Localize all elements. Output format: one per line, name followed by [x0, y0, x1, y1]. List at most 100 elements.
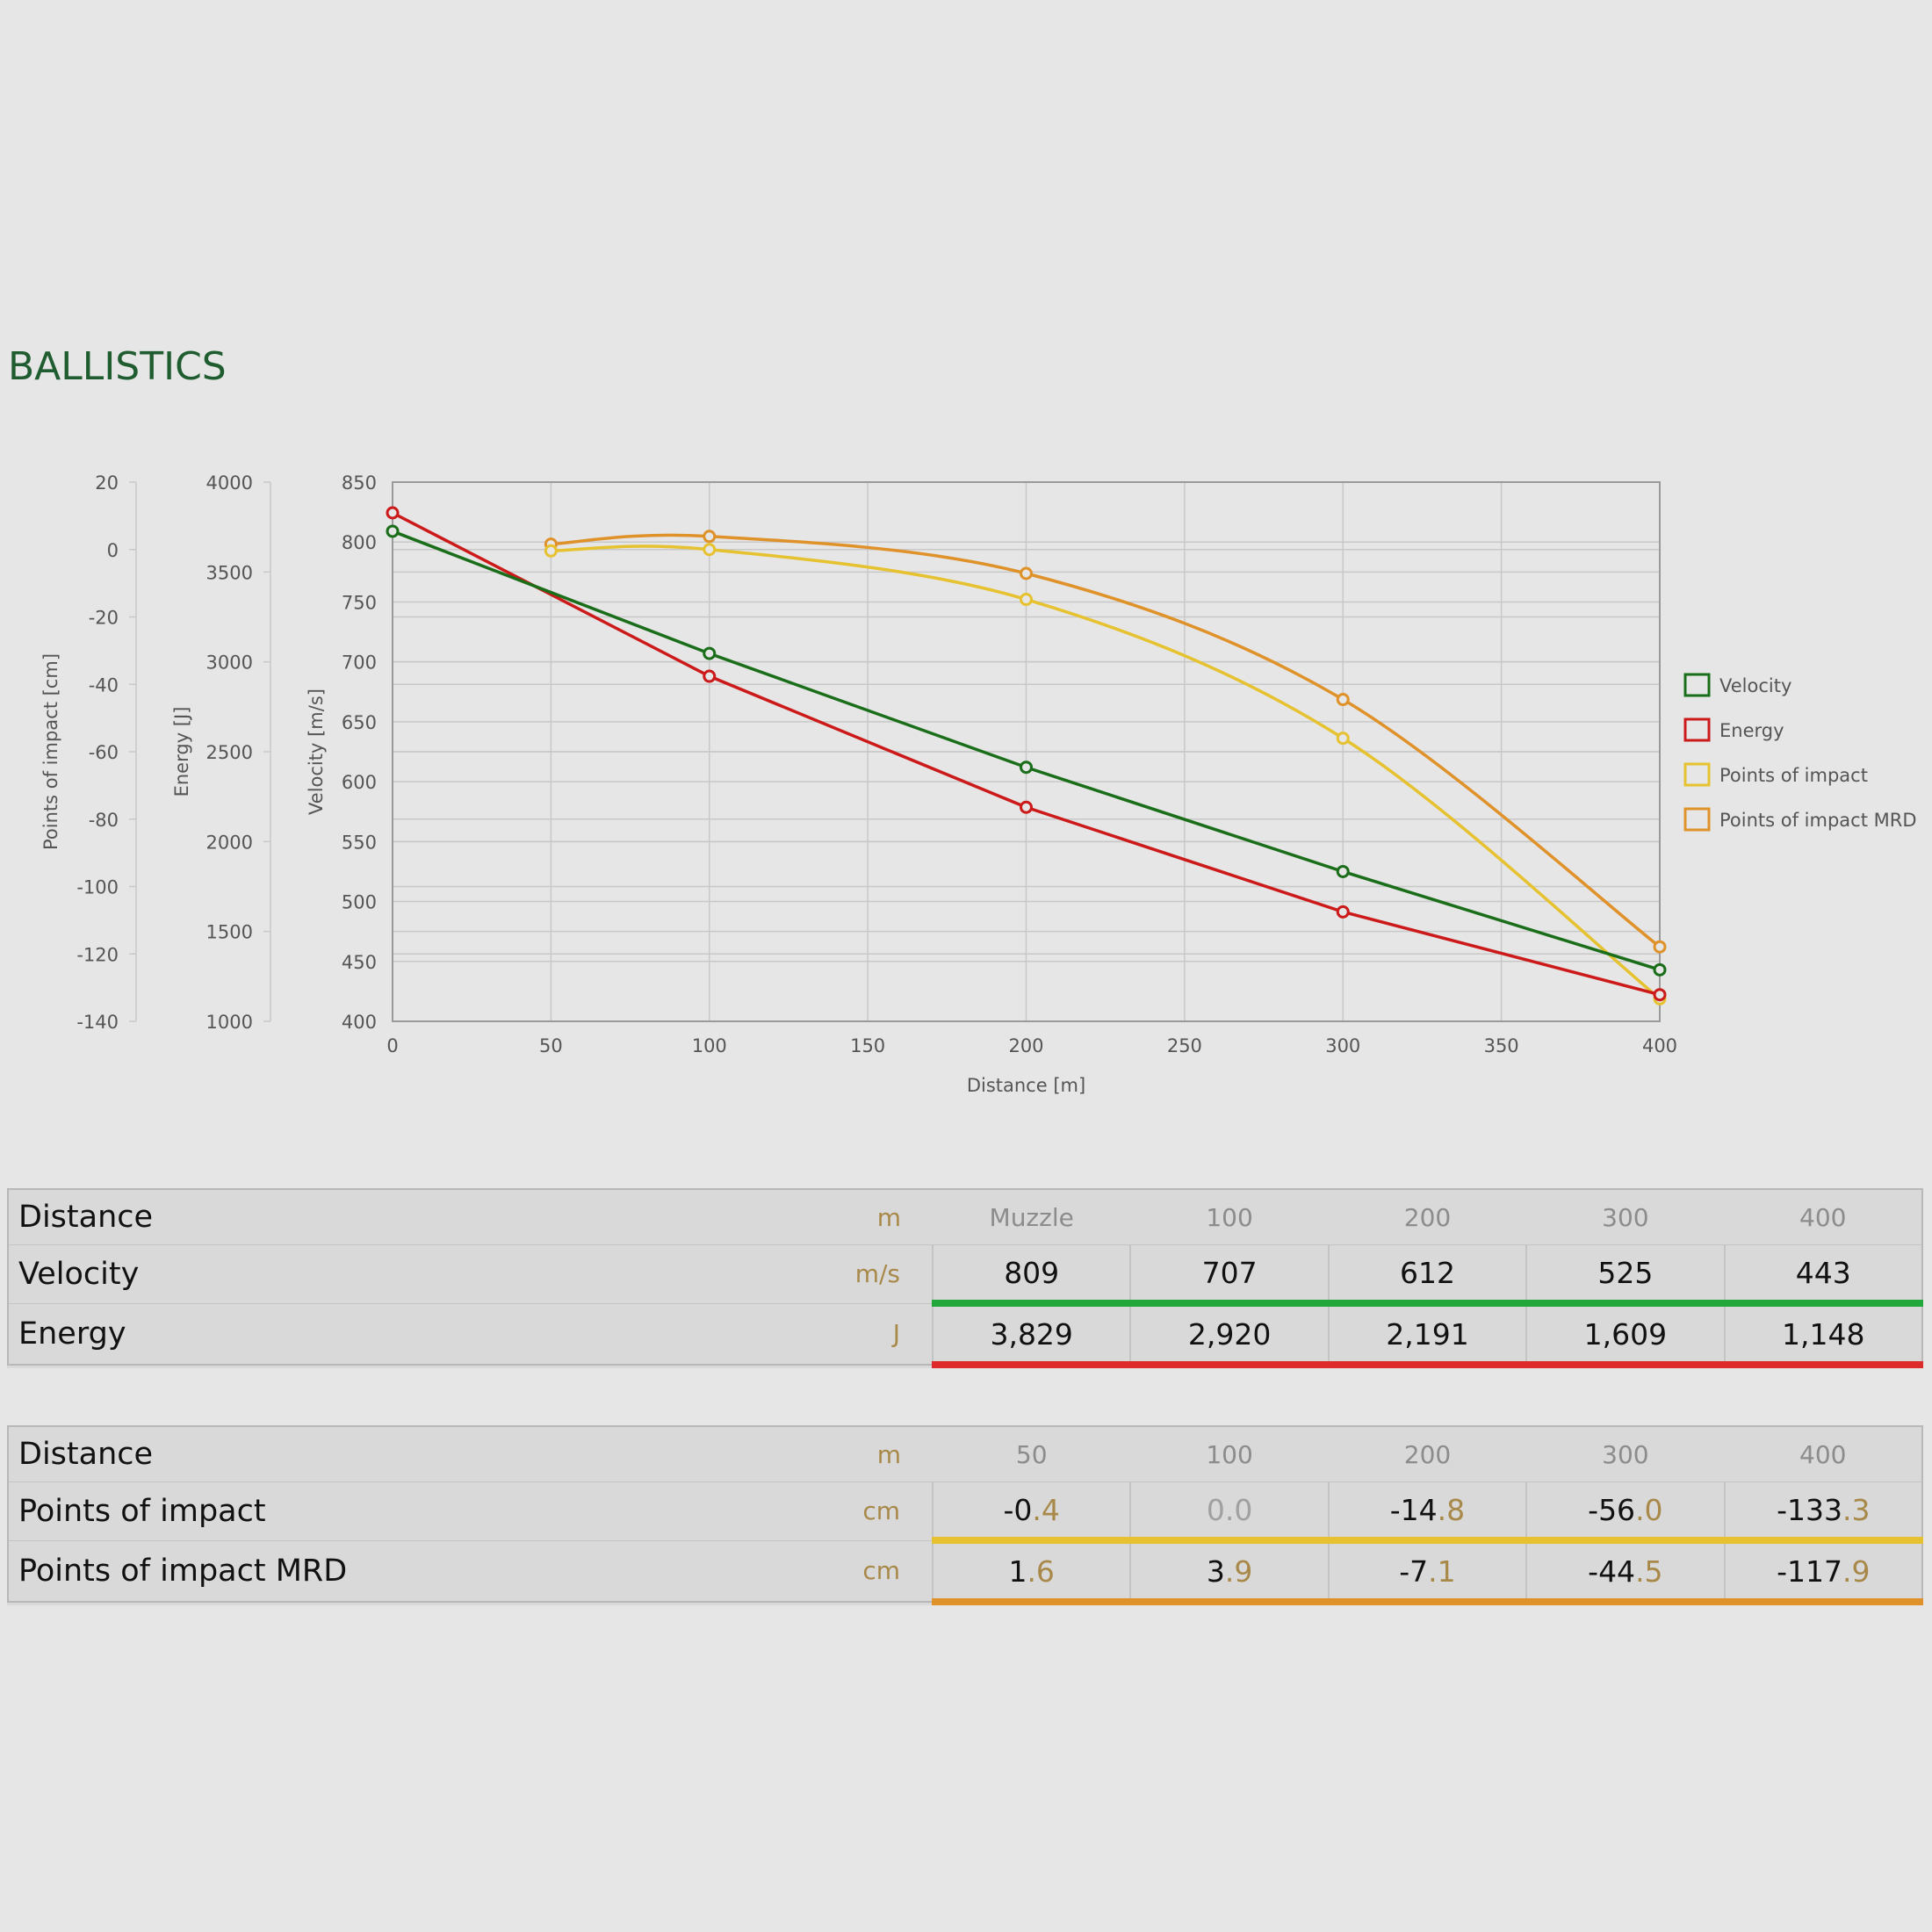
poi-tick-label: -140: [76, 1012, 119, 1033]
poi-int: -0: [1003, 1492, 1033, 1527]
poi-cell: 0.0: [1129, 1481, 1329, 1544]
poi-int: 0.0: [1206, 1492, 1253, 1527]
header-cell: 200: [1328, 1426, 1527, 1482]
points-of-impact-mrd-line: [551, 533, 1662, 948]
points-of-impact-table: Distance m 50 100 200 300 400 Points of …: [7, 1425, 1923, 1605]
x-tick-label: 300: [1325, 1035, 1360, 1056]
energy-point: [703, 669, 717, 683]
energy-cell: 2,920: [1129, 1303, 1329, 1368]
row-unit: cm: [809, 1481, 933, 1541]
energy-point: [1020, 800, 1033, 814]
poi-int: -133: [1777, 1492, 1842, 1527]
energy-cell: 3,829: [931, 1303, 1131, 1368]
poi-mrd-frac: .9: [1842, 1554, 1871, 1589]
velocity-cell: 809: [931, 1244, 1131, 1307]
poi-tick-label: -20: [89, 608, 119, 629]
velocity-cell: 707: [1129, 1244, 1329, 1307]
header-label: Distance: [8, 1426, 809, 1482]
x-tick-label: 350: [1484, 1035, 1519, 1056]
poi-mrd-frac: .6: [1027, 1554, 1055, 1589]
velocity-tick-label: 550: [342, 832, 377, 853]
poi-tick-label: -60: [89, 742, 119, 763]
row-unit: m/s: [809, 1244, 933, 1304]
header-cell: 300: [1526, 1189, 1725, 1245]
x-tick-label: 150: [850, 1035, 885, 1056]
row-label: Velocity: [8, 1244, 809, 1304]
poi-int: -56: [1588, 1492, 1636, 1527]
header-label: Distance: [8, 1189, 809, 1245]
poi-mrd-cell: -44.5: [1525, 1540, 1725, 1605]
header-unit: m: [809, 1189, 933, 1245]
points-of-impact-mrd-point: [703, 530, 717, 544]
velocity-legend-swatch: [1683, 673, 1711, 697]
energy-tick-label: 4000: [206, 472, 253, 494]
table-row-energy: Energy J 3,829 2,920 2,191 1,609 1,148: [8, 1303, 1922, 1368]
poi-tick-label: 20: [95, 472, 119, 494]
x-tick-label: 0: [386, 1035, 398, 1056]
header-cell: 200: [1328, 1189, 1527, 1245]
points-of-impact-point: [1336, 732, 1350, 746]
velocity-tick-label: 450: [342, 952, 377, 973]
energy-cell: 1,148: [1723, 1303, 1922, 1368]
header-cell: Muzzle: [933, 1189, 1131, 1245]
poi-mrd-frac: .9: [1224, 1554, 1253, 1589]
points-of-impact-mrd-legend-swatch: [1683, 807, 1711, 832]
poi-mrd-frac: .1: [1428, 1554, 1456, 1589]
energy-tick-label: 2500: [206, 742, 253, 763]
points-of-impact-mrd-point: [1336, 693, 1350, 707]
velocity-energy-table: Distance m Muzzle 100 200 300 400 Veloci…: [7, 1188, 1923, 1368]
poi-frac: .8: [1437, 1492, 1466, 1527]
poi-mrd-int: -44: [1588, 1554, 1636, 1589]
header-cell: 400: [1724, 1189, 1922, 1245]
velocity-tick-label: 400: [342, 1012, 377, 1033]
plot-frame: [392, 481, 1661, 1022]
poi-tick-label: -80: [89, 810, 119, 831]
x-tick-label: 400: [1642, 1035, 1677, 1056]
poi-cell: -14.8: [1327, 1481, 1527, 1544]
x-tick-label: 100: [692, 1035, 727, 1056]
velocity-point: [386, 524, 400, 538]
energy-legend-swatch: [1683, 717, 1711, 742]
header-cell: 50: [933, 1426, 1131, 1482]
poi-cell: -56.0: [1525, 1481, 1725, 1544]
velocity-tick-label: 600: [342, 772, 377, 793]
velocity-cell: 525: [1525, 1244, 1725, 1307]
velocity-cell: 612: [1327, 1244, 1527, 1307]
x-tick-label: 250: [1167, 1035, 1202, 1056]
header-cell: 300: [1526, 1426, 1725, 1482]
header-cell: 400: [1724, 1426, 1922, 1482]
page-title: BALLISTICS: [8, 344, 227, 389]
poi-mrd-int: -117: [1777, 1554, 1842, 1589]
energy-point: [1653, 988, 1667, 1002]
poi-mrd-cell: -117.9: [1723, 1540, 1922, 1605]
poi-mrd-cell: 1.6: [931, 1540, 1131, 1605]
energy-legend-label: Energy: [1719, 720, 1784, 741]
grid-lines: [392, 481, 1661, 1022]
velocity-point: [1653, 962, 1667, 977]
poi-mrd-cell: -7.1: [1327, 1540, 1527, 1605]
points-of-impact-line: [551, 544, 1662, 1000]
velocity-tick-label: 650: [342, 712, 377, 733]
row-unit: cm: [809, 1540, 933, 1603]
energy-axis-label: Energy [J]: [171, 707, 192, 797]
points-of-impact-mrd-legend-label: Points of impact MRD: [1719, 810, 1917, 831]
velocity-tick-label: 850: [342, 472, 377, 494]
points-of-impact-legend-label: Points of impact: [1719, 765, 1868, 786]
velocity-point: [703, 646, 717, 660]
energy-tick-label: 3500: [206, 562, 253, 583]
velocity-cell: 443: [1723, 1244, 1922, 1307]
poi-frac: .3: [1842, 1492, 1871, 1527]
poi-mrd-frac: .5: [1635, 1554, 1663, 1589]
poi-mrd-int: 1: [1008, 1554, 1027, 1589]
velocity-tick-label: 700: [342, 652, 377, 674]
energy-cell: 2,191: [1327, 1303, 1527, 1368]
energy-tick-label: 3000: [206, 652, 253, 674]
energy-tick-label: 2000: [206, 832, 253, 853]
poi-tick-label: -120: [76, 944, 119, 965]
row-label: Points of impact MRD: [8, 1540, 809, 1603]
table-header-row: Distance m 50 100 200 300 400: [8, 1426, 1922, 1482]
poi-tick-label: -100: [76, 877, 119, 898]
x-tick-label: 50: [539, 1035, 563, 1056]
velocity-point: [1336, 864, 1350, 878]
